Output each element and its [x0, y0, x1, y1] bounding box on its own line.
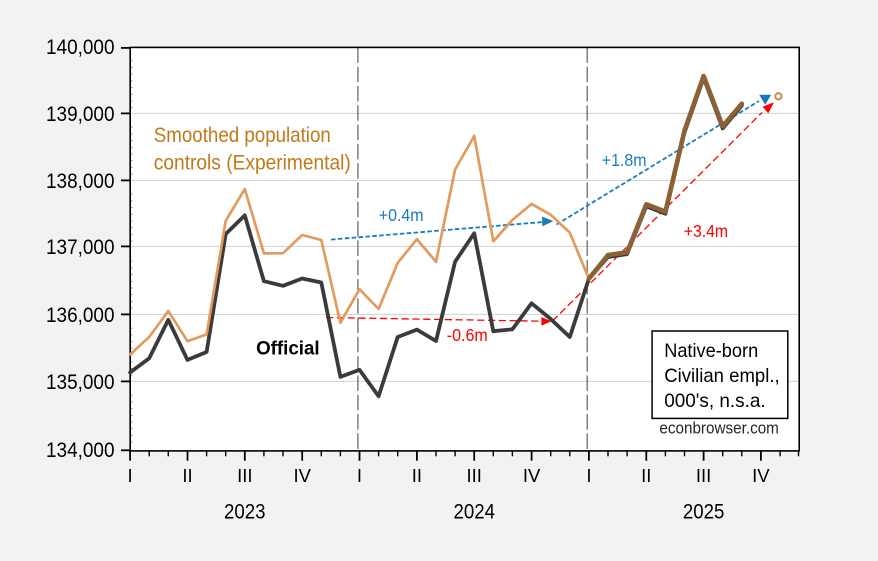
- svg-text:2023: 2023: [224, 501, 266, 524]
- svg-text:000's, n.s.a.: 000's, n.s.a.: [664, 390, 766, 412]
- svg-text:IV: IV: [523, 465, 541, 486]
- svg-text:controls (Experimental): controls (Experimental): [154, 151, 351, 175]
- svg-text:139,000: 139,000: [46, 103, 115, 126]
- svg-text:2024: 2024: [453, 501, 495, 524]
- svg-text:+3.4m: +3.4m: [684, 221, 728, 241]
- svg-text:III: III: [696, 465, 711, 486]
- svg-text:Smoothed population: Smoothed population: [154, 123, 331, 147]
- svg-text:IV: IV: [752, 465, 770, 486]
- svg-text:IV: IV: [293, 465, 311, 486]
- svg-text:econbrowser.com: econbrowser.com: [659, 420, 779, 438]
- svg-text:Civilian empl.,: Civilian empl.,: [664, 365, 780, 387]
- svg-text:134,000: 134,000: [46, 439, 115, 462]
- svg-text:+1.8m: +1.8m: [602, 150, 647, 170]
- svg-text:+0.4m: +0.4m: [379, 205, 424, 225]
- svg-text:136,000: 136,000: [46, 304, 115, 327]
- svg-text:137,000: 137,000: [46, 236, 115, 259]
- svg-text:II: II: [412, 465, 422, 486]
- svg-text:I: I: [357, 465, 362, 486]
- svg-text:138,000: 138,000: [46, 170, 115, 193]
- svg-text:I: I: [586, 465, 591, 486]
- svg-text:135,000: 135,000: [46, 371, 115, 394]
- svg-text:Native-born: Native-born: [664, 340, 758, 362]
- svg-text:2025: 2025: [683, 501, 725, 524]
- svg-text:II: II: [182, 465, 192, 486]
- svg-text:I: I: [128, 465, 133, 486]
- svg-text:III: III: [466, 465, 481, 486]
- svg-text:140,000: 140,000: [46, 36, 115, 59]
- svg-text:Official: Official: [256, 338, 320, 360]
- svg-text:-0.6m: -0.6m: [447, 325, 488, 345]
- svg-text:III: III: [237, 465, 252, 486]
- svg-text:II: II: [641, 465, 651, 486]
